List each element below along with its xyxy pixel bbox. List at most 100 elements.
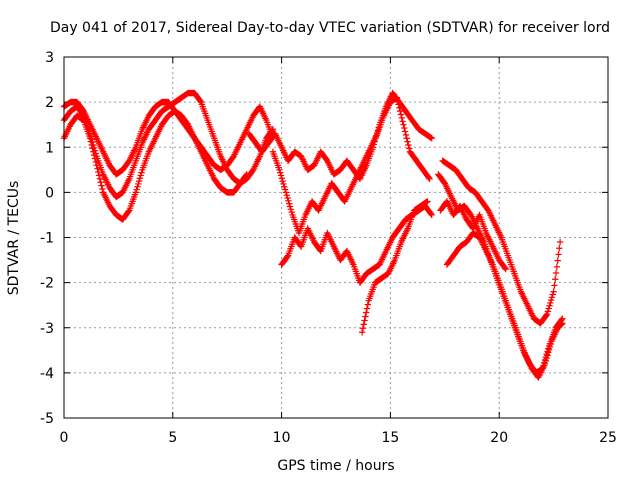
data-point xyxy=(397,111,405,118)
data-point xyxy=(90,148,97,155)
data-point xyxy=(268,127,276,134)
data-point xyxy=(405,141,412,149)
data-point xyxy=(546,302,553,309)
data-point xyxy=(87,138,95,145)
data-point xyxy=(276,166,283,174)
data-point xyxy=(399,118,406,125)
data-point xyxy=(360,321,367,328)
x-tick-label: 15 xyxy=(381,430,399,446)
data-point xyxy=(545,305,552,312)
y-tick-label: -5 xyxy=(40,411,54,427)
data-point xyxy=(394,97,401,105)
x-tick-labels: 0 5 10 15 20 25 xyxy=(60,430,617,446)
data-point xyxy=(92,158,100,166)
data-point xyxy=(402,131,410,139)
data-point xyxy=(549,291,556,298)
data-point xyxy=(404,138,411,145)
data-point xyxy=(133,186,140,193)
data-point xyxy=(98,182,105,189)
data-point xyxy=(288,208,295,216)
data-point xyxy=(426,175,433,183)
data-point xyxy=(91,155,99,162)
data-point xyxy=(544,349,552,356)
data-point xyxy=(86,135,94,142)
data-point xyxy=(132,189,140,196)
x-tick-label: 0 xyxy=(60,430,69,446)
data-point xyxy=(96,175,104,183)
data-point xyxy=(283,191,290,199)
x-tick-label: 25 xyxy=(599,430,617,446)
data-point xyxy=(398,114,406,122)
data-point xyxy=(284,194,291,202)
data-point xyxy=(359,325,367,332)
y-tick-label: -4 xyxy=(40,366,54,382)
data-point xyxy=(362,309,370,316)
data-point xyxy=(401,128,409,135)
data-point xyxy=(428,135,435,142)
y-tick-label: 1 xyxy=(45,140,54,156)
data-point xyxy=(88,141,95,149)
data-point xyxy=(136,175,144,182)
data-point xyxy=(552,269,560,277)
data-point xyxy=(135,177,143,185)
data-point xyxy=(137,172,144,179)
data-point xyxy=(428,211,435,219)
y-tick-label: 3 xyxy=(45,50,54,66)
data-point xyxy=(285,197,292,205)
data-point xyxy=(135,180,142,188)
data-point xyxy=(287,206,295,213)
data-point xyxy=(95,168,102,176)
series-track-c xyxy=(60,107,250,223)
data-point xyxy=(546,343,553,351)
data-point xyxy=(396,107,404,115)
data-point xyxy=(99,185,106,193)
series-track-a xyxy=(60,98,277,178)
x-tick-label: 5 xyxy=(168,430,177,446)
data-point xyxy=(424,198,431,205)
data-point xyxy=(543,312,550,319)
data-point xyxy=(552,276,559,283)
y-tick-label: -2 xyxy=(40,276,54,292)
data-point xyxy=(90,151,98,159)
data-point xyxy=(89,145,96,152)
data-point xyxy=(286,200,293,207)
data-point xyxy=(427,210,435,218)
grid-lines xyxy=(64,57,608,418)
data-point xyxy=(547,299,554,307)
data-point xyxy=(541,360,549,368)
series-track-k xyxy=(437,198,509,273)
series-track-e xyxy=(269,94,433,237)
data-point xyxy=(396,104,403,111)
data-point xyxy=(547,296,555,304)
data-point xyxy=(543,311,551,318)
data-point xyxy=(559,320,566,327)
series-track-g xyxy=(358,198,431,336)
data-point xyxy=(403,135,410,142)
data-point xyxy=(358,329,366,336)
data-point xyxy=(93,162,100,169)
data-point xyxy=(281,186,289,193)
data-point xyxy=(278,175,286,182)
y-tick-label: -3 xyxy=(40,321,54,337)
data-point xyxy=(556,245,563,252)
y-tick-label: 0 xyxy=(45,185,54,201)
data-point xyxy=(401,124,408,132)
data-point xyxy=(361,317,368,324)
data-point xyxy=(501,264,509,272)
data-point xyxy=(282,189,290,196)
data-point xyxy=(400,121,407,128)
data-point xyxy=(280,180,287,188)
data-point xyxy=(284,253,291,260)
data-point xyxy=(95,172,103,179)
series-track-j xyxy=(443,229,566,381)
y-tick-labels: -5 -4 -3 -2 -1 0 1 2 3 xyxy=(40,50,54,427)
data-point xyxy=(556,238,564,246)
data-point xyxy=(281,183,288,190)
data-point xyxy=(551,282,558,289)
data-point xyxy=(405,145,413,152)
data-point xyxy=(543,355,550,362)
chart-title: Day 041 of 2017, Sidereal Day-to-day VTE… xyxy=(50,20,610,36)
data-point xyxy=(393,94,401,101)
data-point xyxy=(547,340,554,348)
